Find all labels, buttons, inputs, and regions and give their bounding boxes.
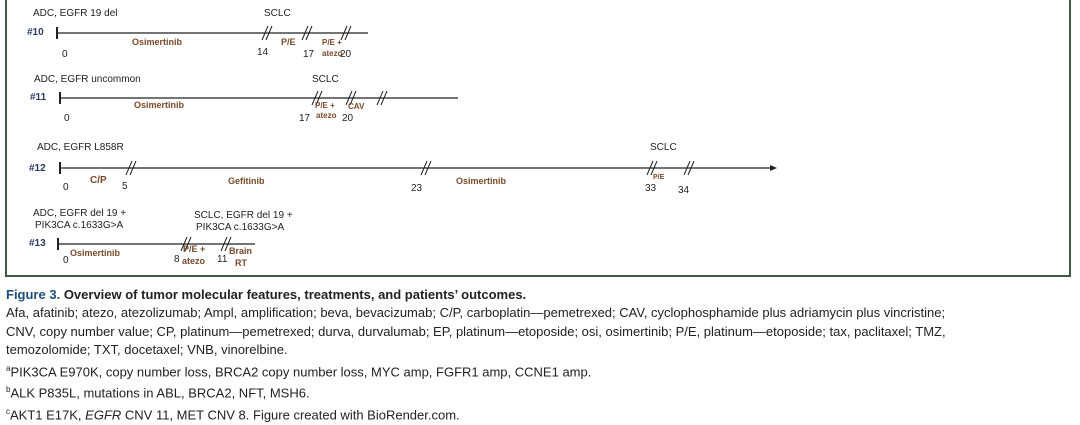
treatment: Osimertinib	[70, 248, 121, 258]
break-marks	[125, 25, 695, 252]
break-mark	[311, 90, 319, 106]
treatment: Osimertinib	[456, 176, 507, 186]
break-mark	[345, 90, 353, 106]
transformation-label: SCLC	[312, 74, 339, 85]
break-mark	[261, 25, 269, 41]
initial-histology: ADC, EGFR L858R	[37, 142, 124, 153]
patient-id: #10	[27, 27, 44, 38]
tick-label: 8	[174, 254, 180, 265]
treatment: Osimertinib	[134, 100, 185, 110]
figure-caption: Figure 3. Overview of tumor molecular fe…	[6, 286, 1076, 425]
footnote-c: cAKT1 E17K, EGFR CNV 11, MET CNV 8. Figu…	[6, 407, 460, 423]
treatment: atezo	[322, 49, 343, 58]
patient-id: #11	[30, 92, 47, 103]
break-mark	[180, 236, 188, 252]
break-mark	[349, 90, 357, 106]
break-mark	[340, 25, 348, 41]
treatment: RT	[235, 258, 247, 268]
break-mark	[129, 160, 137, 176]
tick-label: 0	[62, 49, 68, 60]
break-mark	[687, 160, 695, 176]
break-mark	[220, 236, 228, 252]
tick-label: 17	[303, 49, 315, 60]
treatment: P/E	[653, 174, 665, 181]
caption-line: CNV, copy number value; CP, platinum—pem…	[6, 323, 946, 339]
tick-label: 11	[217, 254, 228, 265]
transformation-label: PIK3CA c.1633G>A	[196, 222, 285, 233]
initial-histology: ADC, EGFR 19 del	[33, 8, 118, 19]
treatment: Brain	[229, 246, 253, 256]
break-mark	[184, 236, 192, 252]
initial-histology: PIK3CA c.1633G>A	[35, 220, 124, 231]
initial-histology: ADC, EGFR uncommon	[34, 74, 141, 85]
footnote-a: aPIK3CA E970K, copy number loss, BRCA2 c…	[6, 363, 592, 379]
treatment: C/P	[90, 175, 107, 186]
tick-label: 0	[63, 255, 69, 266]
initial-histology: ADC, EGFR del 19 +	[33, 208, 127, 219]
figure-panel	[5, 0, 1071, 277]
treatment: P/E +	[315, 101, 335, 110]
break-mark	[125, 160, 133, 176]
treatment: CAV	[348, 102, 365, 111]
break-mark	[265, 25, 273, 41]
caption-line: temozolomide; TXT, docetaxel; VNB, vinor…	[6, 342, 288, 358]
transformation-label: SCLC	[264, 8, 291, 19]
tick-label: 33	[645, 183, 657, 194]
treatment: Gefitinib	[228, 176, 265, 186]
treatment: atezo	[316, 111, 337, 120]
tick-label: 20	[340, 49, 352, 60]
treatment: P/E	[281, 37, 296, 47]
tick-label: 20	[342, 113, 354, 124]
transformation-label: SCLC, EGFR del 19 +	[194, 210, 293, 221]
break-mark	[650, 160, 658, 176]
arrow-head	[770, 165, 777, 171]
break-mark	[424, 160, 432, 176]
break-mark	[315, 90, 323, 106]
treatment: Osimertinib	[132, 37, 183, 47]
tick-label: 0	[64, 113, 70, 124]
treatment: atezo	[182, 256, 206, 266]
tick-label: 0	[63, 182, 69, 193]
tick-label: 23	[411, 183, 423, 194]
treatment: P/E +	[183, 244, 206, 254]
tick-label: 34	[678, 185, 690, 196]
timelines	[56, 25, 777, 252]
treatment: P/E +	[322, 38, 342, 47]
break-mark	[420, 160, 428, 176]
break-mark	[380, 90, 388, 106]
break-mark	[305, 25, 313, 41]
tick-label: 5	[122, 181, 128, 192]
break-mark	[224, 236, 232, 252]
patient-id: #12	[29, 163, 46, 174]
tick-label: 14	[257, 47, 269, 58]
break-mark	[344, 25, 352, 41]
tick-label: 17	[299, 113, 311, 124]
patient-id: #13	[29, 238, 46, 249]
caption-line: Afa, afatinib; atezo, atezolizumab; Ampl…	[6, 305, 946, 321]
caption-title: Figure 3. Overview of tumor molecular fe…	[6, 287, 527, 302]
break-mark	[646, 160, 654, 176]
break-mark	[376, 90, 384, 106]
break-mark	[683, 160, 691, 176]
footnote-b: bALK P835L, mutations in ABL, BRCA2, NFT…	[6, 385, 310, 401]
transformation-label: SCLC	[650, 142, 677, 153]
break-mark	[301, 25, 309, 41]
